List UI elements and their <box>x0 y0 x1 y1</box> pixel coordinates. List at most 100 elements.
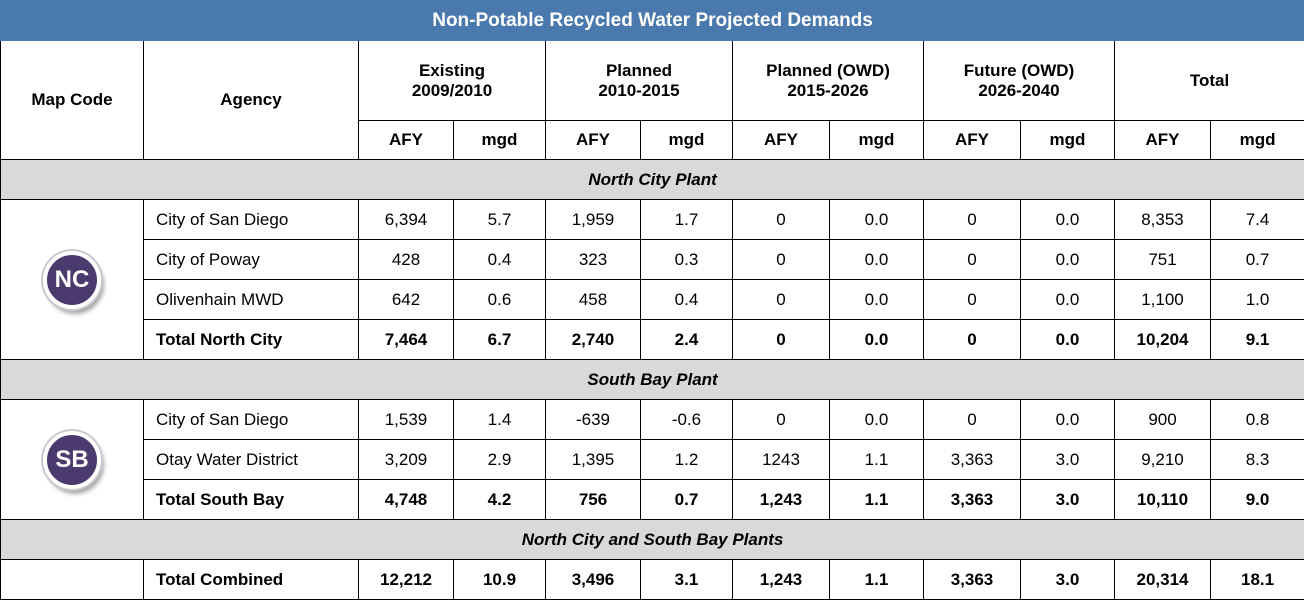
agency-cell: Total South Bay <box>144 480 359 520</box>
value-cell: 9.0 <box>1211 480 1304 520</box>
agency-cell: Olivenhain MWD <box>144 280 359 320</box>
table-head: Non-Potable Recycled Water Projected Dem… <box>1 1 1304 160</box>
agency-cell: City of San Diego <box>144 400 359 440</box>
unit-header: mgd <box>1021 121 1115 160</box>
value-cell: 4.2 <box>454 480 546 520</box>
section-row: North City and South Bay Plants <box>1 520 1304 560</box>
value-cell: 751 <box>1115 240 1211 280</box>
value-cell: 1,959 <box>546 200 641 240</box>
unit-header: AFY <box>733 121 830 160</box>
unit-header: mgd <box>641 121 733 160</box>
value-cell: 0.0 <box>1021 320 1115 360</box>
value-cell: 1.1 <box>830 560 924 600</box>
value-cell: 1.1 <box>830 440 924 480</box>
value-cell: 0 <box>733 240 830 280</box>
value-cell: 8,353 <box>1115 200 1211 240</box>
group-period: 2009/2010 <box>365 81 539 101</box>
value-cell: 323 <box>546 240 641 280</box>
value-cell: 0.0 <box>830 280 924 320</box>
value-cell: 0 <box>924 400 1021 440</box>
map-code-cell <box>1 560 144 600</box>
value-cell: 3.1 <box>641 560 733 600</box>
section-row: North City Plant <box>1 160 1304 200</box>
section-title: North City Plant <box>1 160 1304 200</box>
value-cell: 10,110 <box>1115 480 1211 520</box>
value-cell: 1,395 <box>546 440 641 480</box>
value-cell: -0.6 <box>641 400 733 440</box>
value-cell: 9.1 <box>1211 320 1304 360</box>
agency-cell: Otay Water District <box>144 440 359 480</box>
group-header: Total <box>1115 41 1304 121</box>
unit-header: mgd <box>454 121 546 160</box>
group-name: Planned <box>552 61 726 81</box>
value-cell: 4,748 <box>359 480 454 520</box>
group-period: 2026-2040 <box>930 81 1108 101</box>
section-title: North City and South Bay Plants <box>1 520 1304 560</box>
group-header: Future (OWD)2026-2040 <box>924 41 1115 121</box>
value-cell: 3,363 <box>924 440 1021 480</box>
value-cell: 2.4 <box>641 320 733 360</box>
value-cell: 0.7 <box>1211 240 1304 280</box>
map-code-cell: SB <box>1 400 144 520</box>
group-period: 2010-2015 <box>552 81 726 101</box>
value-cell: 0.0 <box>1021 280 1115 320</box>
value-cell: 0.0 <box>830 200 924 240</box>
value-cell: 18.1 <box>1211 560 1304 600</box>
value-cell: 1,243 <box>733 480 830 520</box>
value-cell: 458 <box>546 280 641 320</box>
group-header: Planned (OWD)2015-2026 <box>733 41 924 121</box>
value-cell: 3,363 <box>924 560 1021 600</box>
value-cell: 0 <box>733 200 830 240</box>
value-cell: 1,243 <box>733 560 830 600</box>
value-cell: 0.0 <box>830 320 924 360</box>
value-cell: 1243 <box>733 440 830 480</box>
value-cell: -639 <box>546 400 641 440</box>
map-code-badge: SB <box>43 431 101 489</box>
value-cell: 3.0 <box>1021 440 1115 480</box>
value-cell: 0 <box>924 200 1021 240</box>
value-cell: 1.2 <box>641 440 733 480</box>
section-row: South Bay Plant <box>1 360 1304 400</box>
value-cell: 0 <box>924 280 1021 320</box>
value-cell: 1,539 <box>359 400 454 440</box>
value-cell: 12,212 <box>359 560 454 600</box>
value-cell: 2,740 <box>546 320 641 360</box>
unit-header: AFY <box>546 121 641 160</box>
unit-header: mgd <box>830 121 924 160</box>
table-title: Non-Potable Recycled Water Projected Dem… <box>1 1 1304 41</box>
value-cell: 0.3 <box>641 240 733 280</box>
unit-header: AFY <box>1115 121 1211 160</box>
value-cell: 20,314 <box>1115 560 1211 600</box>
value-cell: 0.0 <box>830 400 924 440</box>
value-cell: 0 <box>733 280 830 320</box>
value-cell: 6.7 <box>454 320 546 360</box>
value-cell: 1.7 <box>641 200 733 240</box>
value-cell: 0.6 <box>454 280 546 320</box>
value-cell: 8.3 <box>1211 440 1304 480</box>
value-cell: 0.0 <box>1021 240 1115 280</box>
value-cell: 0.4 <box>454 240 546 280</box>
header-cell: Agency <box>144 41 359 160</box>
unit-header: AFY <box>924 121 1021 160</box>
value-cell: 0.4 <box>641 280 733 320</box>
agency-cell: City of Poway <box>144 240 359 280</box>
value-cell: 2.9 <box>454 440 546 480</box>
value-cell: 0.0 <box>1021 200 1115 240</box>
value-cell: 756 <box>546 480 641 520</box>
value-cell: 428 <box>359 240 454 280</box>
value-cell: 1.1 <box>830 480 924 520</box>
agency-cell: City of San Diego <box>144 200 359 240</box>
agency-cell: Total Combined <box>144 560 359 600</box>
group-name: Future (OWD) <box>930 61 1108 81</box>
value-cell: 900 <box>1115 400 1211 440</box>
value-cell: 0 <box>924 320 1021 360</box>
header-cell: Map Code <box>1 41 144 160</box>
